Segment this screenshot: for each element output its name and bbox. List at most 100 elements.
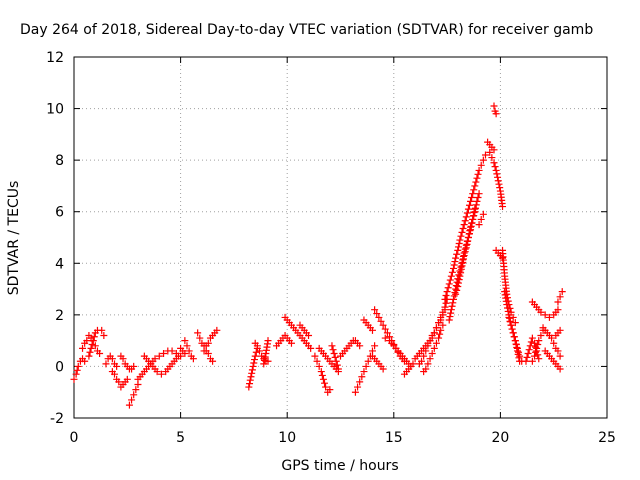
data-point-marker [456, 236, 464, 244]
data-point-marker [524, 350, 532, 358]
data-point-marker [422, 347, 430, 355]
data-point-marker [245, 383, 253, 391]
data-point-marker [531, 352, 539, 360]
data-point-marker [468, 194, 476, 202]
data-point-marker [418, 357, 426, 365]
data-point-marker [373, 310, 381, 318]
data-point-marker [307, 344, 315, 352]
data-point-marker [463, 240, 471, 248]
data-point-marker [96, 350, 104, 358]
data-point-marker [181, 350, 189, 358]
data-point-marker [432, 339, 440, 347]
data-point-marker [457, 265, 465, 273]
data-point-marker [527, 338, 535, 346]
data-point-marker [493, 170, 501, 178]
data-point-marker [160, 350, 168, 358]
data-point-marker [157, 370, 165, 378]
data-point-marker [432, 324, 440, 332]
data-point-marker [252, 348, 260, 356]
data-point-marker [364, 357, 372, 365]
data-point-marker [475, 166, 483, 174]
data-point-marker [377, 317, 385, 325]
data-point-marker [115, 378, 123, 386]
data-point-marker [356, 342, 364, 350]
data-point-marker [446, 313, 454, 321]
data-point-marker [528, 357, 536, 365]
data-point-marker [113, 362, 121, 370]
data-point-marker [102, 360, 110, 368]
data-point-marker [449, 264, 457, 272]
data-point-marker [436, 330, 444, 338]
data-point-marker [504, 304, 512, 312]
data-point-marker [248, 366, 256, 374]
data-point-marker [460, 221, 468, 229]
data-point-marker [457, 232, 465, 240]
data-point-marker [248, 369, 256, 377]
data-point-marker [437, 313, 445, 321]
data-point-marker [260, 360, 268, 368]
data-point-marker [426, 355, 434, 363]
data-point-marker [332, 357, 340, 365]
data-point-marker [504, 307, 512, 315]
data-point-marker [448, 302, 456, 310]
y-tick-label: 2 [55, 308, 64, 324]
data-point-marker [479, 156, 487, 164]
data-point-marker [430, 329, 438, 337]
data-point-marker [83, 337, 91, 345]
data-point-marker [255, 347, 263, 355]
data-point-marker [454, 282, 462, 290]
data-point-marker [313, 357, 321, 365]
data-point-marker [477, 161, 485, 169]
data-point-marker [490, 146, 498, 154]
data-point-marker [334, 365, 342, 373]
data-point-marker [445, 316, 453, 324]
data-point-marker [183, 342, 191, 350]
data-point-marker [473, 174, 481, 182]
data-point-marker [383, 329, 391, 337]
data-point-marker [322, 383, 330, 391]
data-point-marker [318, 371, 326, 379]
data-point-marker [511, 337, 519, 345]
data-point-marker [358, 373, 366, 381]
y-tick-label: 8 [55, 153, 64, 169]
data-point-marker [194, 329, 202, 337]
data-point-marker [264, 337, 272, 345]
data-point-marker [516, 352, 524, 360]
data-point-marker [506, 317, 514, 325]
data-point-marker [108, 355, 116, 363]
data-point-marker [360, 368, 368, 376]
data-point-marker [461, 248, 469, 256]
data-point-marker [453, 250, 461, 258]
data-point-marker [409, 360, 417, 368]
data-point-marker [475, 190, 483, 198]
data-point-marker [375, 313, 383, 321]
data-point-marker [443, 288, 451, 296]
data-point-marker [85, 352, 93, 360]
data-point-marker [362, 362, 370, 370]
data-point-marker [526, 342, 534, 350]
data-point-marker [428, 350, 436, 358]
data-point-marker [130, 391, 138, 399]
data-point-marker [494, 177, 502, 185]
x-axis-label: GPS time / hours [281, 458, 398, 474]
data-point-marker [511, 319, 519, 327]
data-point-marker [464, 234, 472, 241]
data-point-marker [354, 383, 362, 391]
data-point-marker [119, 355, 127, 363]
data-point-marker [91, 342, 99, 350]
data-point-marker [246, 380, 254, 388]
data-point-marker [168, 347, 176, 355]
data-point-marker [550, 339, 558, 347]
data-point-marker [444, 284, 452, 292]
chart-title: Day 264 of 2018, Sidereal Day-to-day VTE… [20, 22, 593, 38]
data-point-marker [469, 215, 477, 223]
data-point-marker [151, 355, 159, 363]
data-point-marker [507, 321, 515, 329]
data-point-marker [535, 337, 543, 345]
data-point-marker [213, 326, 221, 334]
data-point-marker [533, 344, 541, 352]
data-point-marker [455, 276, 463, 284]
data-point-marker [264, 357, 272, 365]
data-point-marker [471, 182, 479, 190]
data-point-marker [88, 341, 96, 349]
